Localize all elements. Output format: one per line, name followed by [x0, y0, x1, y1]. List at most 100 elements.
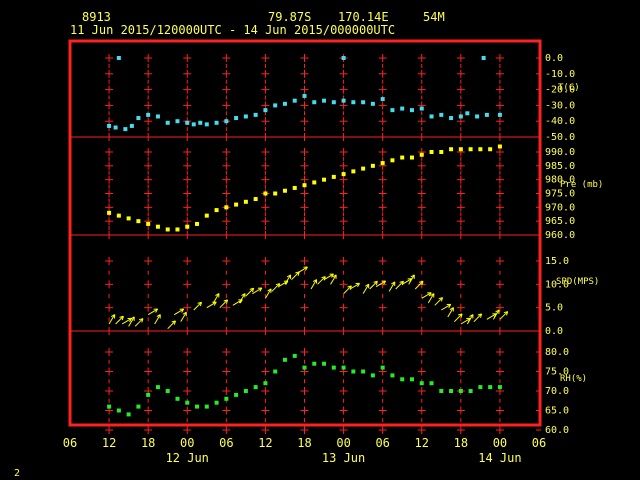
elevation: 54M [423, 10, 445, 24]
data-point [292, 185, 297, 190]
data-point [175, 119, 180, 124]
data-point [273, 369, 278, 374]
wind-arrow [167, 320, 176, 330]
y-tick-label: 990.0 [545, 147, 575, 158]
data-point [185, 120, 190, 125]
wind-arrow [121, 317, 132, 325]
wind-arrow [291, 271, 300, 281]
wind-arrow [297, 266, 308, 274]
data-point [331, 100, 336, 105]
y-tick-label: -10.0 [545, 69, 575, 80]
x-tick-label: 06 [219, 436, 233, 450]
wind-arrow-head [215, 293, 220, 297]
data-point [409, 108, 414, 113]
data-point [341, 98, 346, 103]
plot-frame [68, 39, 542, 427]
wind-arrow-head [440, 297, 444, 302]
x-date-label: 14 Jun [478, 451, 521, 465]
wind-arrow [154, 314, 161, 325]
y-tick-label: 60.0 [545, 425, 569, 436]
data-point [292, 353, 297, 358]
panel-label: RH(%) [560, 374, 587, 384]
data-point [123, 127, 128, 132]
page-number: 2 [14, 468, 20, 479]
wind-arrow [414, 280, 424, 290]
data-point [146, 392, 151, 397]
data-point [370, 163, 375, 168]
data-point [214, 208, 219, 213]
wind-arrow-head [321, 276, 326, 279]
wind-arrow-head [448, 304, 452, 309]
data-point [449, 389, 454, 393]
time-range: 11 Jun 2015/120000UTC - 14 Jun 2015/0000… [70, 23, 395, 37]
wind-arrow-head [285, 280, 289, 285]
y-tick-label: 970.0 [545, 202, 575, 213]
data-point [204, 122, 209, 127]
y-tick-label: -30.0 [545, 100, 575, 111]
wind-arrow-head [119, 315, 124, 318]
wind-arrow [193, 301, 202, 311]
data-point [195, 221, 200, 226]
data-point [449, 147, 454, 152]
wind-arrow-head [373, 280, 378, 283]
data-point [458, 389, 463, 393]
y-tick-label: 5.0 [545, 303, 563, 314]
wind-arrow-head [304, 266, 308, 271]
data-point [439, 112, 444, 117]
wind-arrow [466, 314, 474, 325]
data-point [481, 56, 486, 60]
data-point [243, 389, 248, 393]
data-point [478, 385, 483, 390]
data-point [185, 400, 190, 405]
data-point [380, 365, 385, 370]
data-point [409, 377, 414, 382]
data-point [488, 147, 493, 152]
data-point [380, 97, 385, 102]
wind-arrow-head [275, 283, 280, 286]
data-point [136, 219, 141, 224]
y-tick-label: 10.0 [545, 279, 569, 290]
station-id: 8913 [82, 10, 111, 24]
data-point [116, 213, 121, 218]
wind-arrow [219, 299, 228, 309]
y-tick-label: 965.0 [545, 216, 575, 227]
wind-arrow [349, 282, 360, 290]
data-point [497, 144, 502, 149]
data-point [253, 197, 258, 202]
data-point [312, 180, 317, 185]
data-point [129, 123, 134, 128]
data-point [175, 396, 180, 401]
wind-arrow-head [357, 283, 360, 288]
data-point [253, 385, 258, 390]
wind-arrow-head [199, 302, 203, 307]
wind-arrow [453, 313, 463, 323]
marks [107, 56, 509, 417]
data-point [390, 373, 395, 378]
y-tick-label: 975.0 [545, 189, 575, 200]
data-point [370, 373, 375, 378]
data-point [204, 213, 209, 218]
data-point [322, 361, 327, 366]
wind-arrow [264, 288, 272, 299]
data-point [243, 114, 248, 119]
wind-arrow-head [156, 314, 161, 318]
data-point [234, 392, 239, 397]
wind-arrow-head [267, 288, 272, 292]
data-point [165, 389, 170, 393]
wind-arrow-head [155, 308, 159, 313]
wind-arrow-head [121, 316, 124, 321]
wind-arrow-head [197, 301, 202, 304]
data-point [253, 112, 258, 117]
data-point [263, 381, 268, 386]
data-point [302, 93, 307, 98]
wind-arrow [271, 283, 281, 292]
wind-arrow [395, 280, 404, 290]
y-tick-label: 70.0 [545, 386, 569, 397]
wind-arrow-head [241, 293, 246, 297]
data-point [263, 191, 268, 196]
data-point [361, 369, 366, 374]
x-axis: 06 12 18 00 06 12 18 00 06 12 18 00 06 12 Jun 13 Jun 14… [63, 436, 546, 465]
wind-arrow-head [460, 313, 463, 318]
wind-arrow-head [223, 299, 228, 302]
